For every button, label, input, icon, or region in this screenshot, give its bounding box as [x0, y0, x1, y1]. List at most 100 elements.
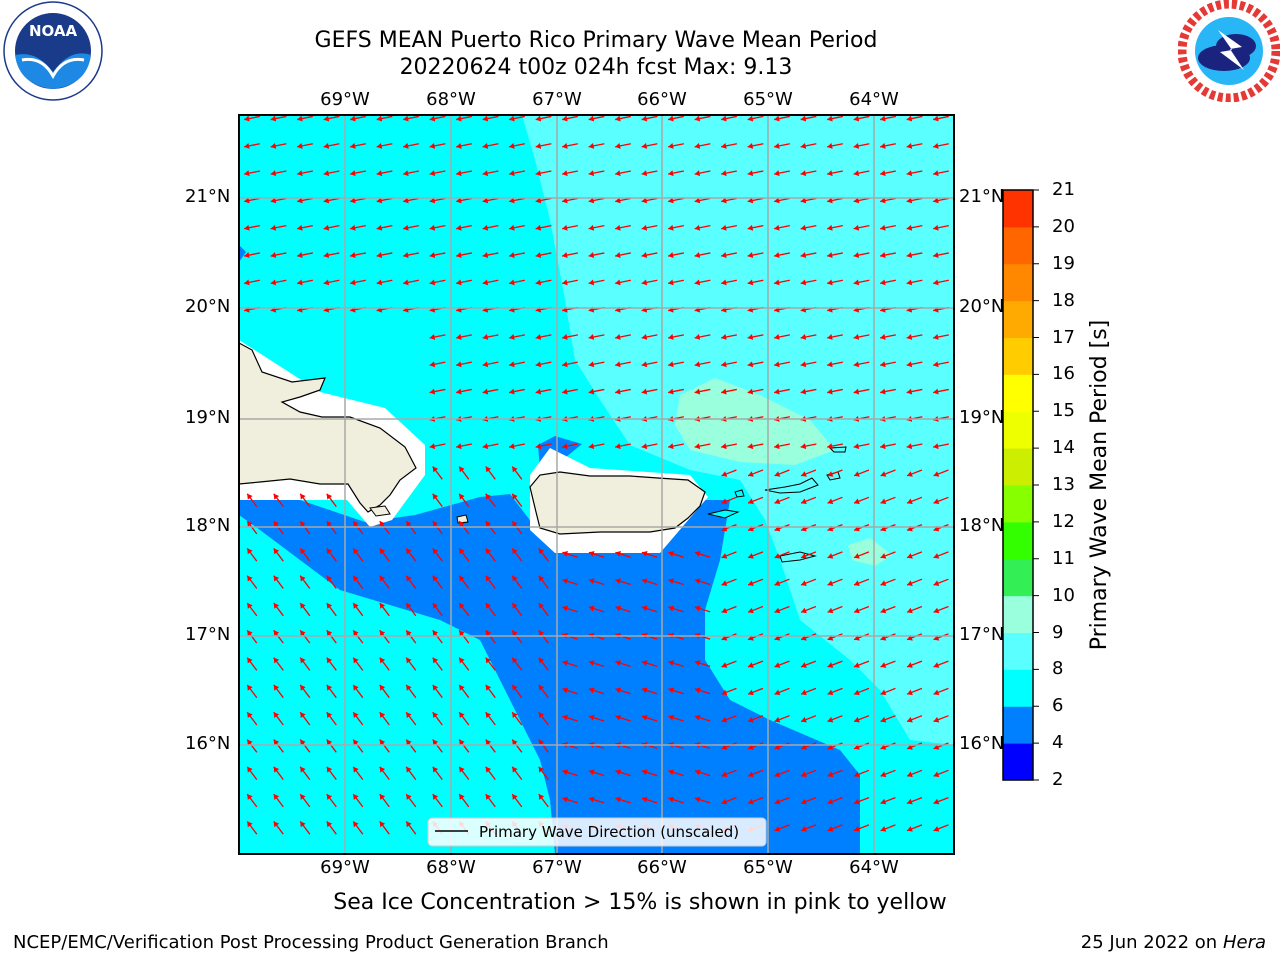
- wave-arrow-head: [933, 471, 940, 477]
- sea-ice-note: Sea Ice Concentration > 15% is shown in …: [333, 890, 947, 915]
- wave-arrow-head: [376, 170, 383, 177]
- wave-arrow-head: [300, 630, 306, 637]
- wave-arrow-head: [323, 224, 330, 231]
- colorbar-label: Primary Wave Mean Period [s]: [1087, 320, 1112, 651]
- map-frame: [238, 114, 955, 855]
- wave-arrow-head: [323, 279, 330, 286]
- wave-arrow-head: [512, 603, 518, 609]
- wave-arrow-head: [721, 443, 727, 450]
- wave-arrow-head: [721, 115, 727, 122]
- wave-arrow-head: [432, 493, 439, 500]
- wave-arrow-head: [668, 443, 674, 450]
- wave-arrow-head: [323, 142, 330, 149]
- wave-arrow-head: [615, 660, 622, 666]
- wave-arrow-head: [933, 224, 939, 231]
- wave-arrow-head: [615, 443, 621, 450]
- wave-arrow-head: [907, 634, 913, 641]
- wave-arrow-head: [854, 744, 860, 750]
- wave-arrow-head: [300, 684, 306, 691]
- wave-arrow-head: [247, 603, 253, 609]
- wave-arrow-head: [800, 443, 807, 450]
- wave-arrow-head: [459, 575, 465, 582]
- wave-arrow-head: [403, 224, 409, 231]
- wave-arrow-head: [641, 142, 648, 149]
- wave-arrow-head: [379, 739, 386, 746]
- wave-arrow-head: [482, 388, 489, 395]
- wave-arrow-head: [482, 142, 489, 149]
- noaa-logo: NOAA: [3, 1, 103, 101]
- colorbar-band: [1003, 263, 1033, 302]
- wave-arrow-head: [482, 252, 489, 259]
- wave-arrow-head: [432, 603, 439, 609]
- footer-branch: NCEP/EMC/Verification Post Processing Pr…: [13, 932, 609, 953]
- wave-arrow-head: [907, 525, 913, 532]
- wave-arrow-head: [907, 553, 913, 559]
- wave-arrow-head: [906, 279, 913, 286]
- wave-arrow-head: [880, 634, 887, 641]
- wave-arrow-head: [854, 771, 860, 778]
- wave-arrow-head: [854, 826, 860, 832]
- colorbar-tick-label: 14: [1052, 437, 1075, 459]
- wave-arrow-head: [615, 142, 621, 149]
- wave-arrow-head: [432, 521, 439, 527]
- wave-arrow-head: [588, 578, 595, 585]
- wave-arrow-head: [485, 794, 492, 800]
- wave-arrow-head: [376, 197, 383, 204]
- wave-arrow-head: [297, 115, 303, 122]
- wave-arrow-head: [485, 739, 492, 746]
- wave-arrow-head: [350, 115, 356, 122]
- lat-label-left-17n: 17°N: [185, 624, 231, 645]
- wave-arrow-head: [827, 771, 834, 778]
- wave-arrow-head: [694, 687, 701, 694]
- wave-arrow-head: [854, 689, 860, 696]
- wave-arrow-head: [297, 279, 303, 286]
- wave-arrow-head: [827, 716, 834, 723]
- wave-arrow-head: [429, 361, 436, 368]
- wave-arrow-head: [482, 224, 489, 231]
- footer-machine: Hera: [1222, 932, 1266, 953]
- wave-arrow-head: [482, 443, 489, 450]
- wave-arrow-head: [854, 716, 860, 723]
- wave-arrow-head: [300, 493, 306, 500]
- wave-arrow-head: [406, 575, 412, 582]
- wave-arrow-head: [244, 252, 250, 259]
- wave-arrow-head: [485, 548, 492, 555]
- wave-arrow-head: [641, 224, 648, 231]
- colorbar-tick-label: 18: [1052, 289, 1075, 311]
- wave-arrow-head: [406, 712, 412, 718]
- wave-arrow-head: [588, 660, 595, 666]
- wave-arrow-head: [933, 197, 939, 204]
- wave-arrow-head: [588, 361, 595, 368]
- wave-arrow-head: [509, 170, 515, 177]
- wave-arrow-head: [721, 689, 728, 696]
- wave-arrow-head: [456, 443, 462, 450]
- wave-arrow-head: [588, 714, 595, 721]
- wave-arrow-head: [323, 115, 330, 122]
- wave-arrow-head: [353, 630, 359, 637]
- wave-arrow-head: [854, 798, 860, 805]
- wave-arrow-head: [668, 361, 674, 368]
- lat-label-right-18n: 18°N: [959, 515, 1005, 536]
- wave-arrow-head: [907, 744, 913, 750]
- lon-label-bottom-68w: 68°W: [426, 857, 476, 878]
- wave-arrow-head: [668, 551, 675, 557]
- wave-arrow-head: [244, 115, 250, 122]
- wave-arrow-head: [721, 744, 728, 750]
- wave-arrow-head: [853, 197, 860, 204]
- wave-arrow-head: [774, 443, 780, 450]
- wave-arrow-head: [801, 607, 807, 614]
- hispaniola-islet: [369, 505, 391, 517]
- wave-arrow-head: [512, 766, 518, 773]
- wave-arrow-head: [747, 252, 754, 259]
- wave-arrow-head: [538, 603, 545, 609]
- wave-arrow-head: [801, 553, 807, 559]
- colorbar-band: [1003, 669, 1033, 707]
- wave-arrow-head: [907, 471, 913, 477]
- wave-arrow-head: [247, 766, 253, 773]
- wave-arrow-head: [694, 388, 701, 395]
- wave-arrow-head: [827, 798, 834, 805]
- wave-arrow-head: [350, 197, 356, 204]
- wave-arrow-head: [509, 115, 515, 122]
- wave-arrow-head: [459, 603, 465, 609]
- lat-label-right-21n: 21°N: [959, 186, 1005, 207]
